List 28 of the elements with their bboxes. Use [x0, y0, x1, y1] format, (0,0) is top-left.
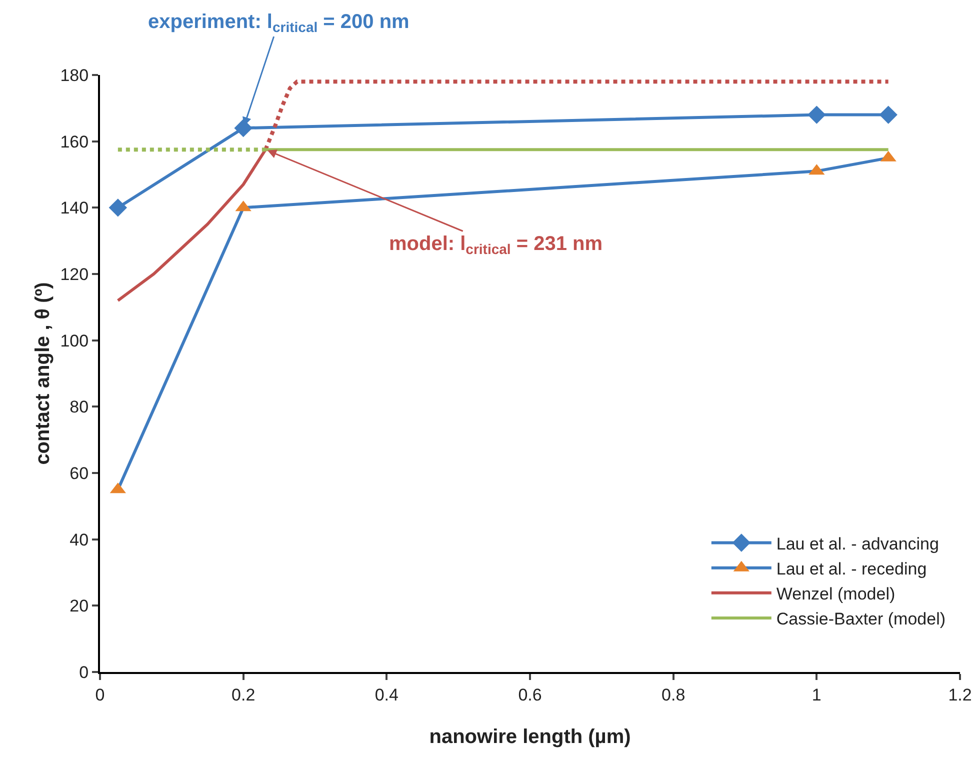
x-axis-title: nanowire length (µm): [429, 726, 631, 748]
y-tick-label: 40: [70, 530, 89, 550]
y-tick-label: 20: [70, 596, 89, 616]
x-tick-label: 1: [812, 685, 822, 704]
x-tick-label: 0.2: [232, 685, 256, 704]
y-tick-label: 100: [60, 331, 89, 350]
x-tick-label: 0: [95, 685, 105, 704]
legend-label: Cassie-Baxter (model): [776, 610, 946, 629]
x-tick-label: 0.6: [518, 685, 542, 704]
y-tick-label: 80: [70, 398, 89, 417]
y-tick-label: 180: [60, 66, 89, 85]
x-tick-label: 1.2: [948, 685, 972, 704]
legend-label: Lau et al. - receding: [776, 559, 927, 578]
y-tick-label: 140: [60, 198, 89, 218]
legend-label: Lau et al. - advancing: [776, 534, 939, 554]
point: [108, 198, 128, 217]
y-tick-label: 120: [60, 264, 89, 284]
point: [808, 106, 826, 124]
x-tick-label: 0.4: [374, 685, 398, 704]
point: [879, 106, 898, 124]
legend-label: Wenzel (model): [776, 584, 896, 604]
annotation: model: l$_{critical}$ = 231 nm: [389, 233, 603, 258]
x-tick-label: 0.8: [662, 685, 686, 704]
y-axis-title: contact angle , θ (º): [32, 282, 54, 465]
y-tick-label: 160: [60, 132, 89, 152]
y-tick-label: 0: [79, 662, 89, 682]
y-tick-label: 60: [70, 464, 89, 483]
annotation: experiment: l$_{critical}$ = 200 nm: [148, 11, 410, 36]
